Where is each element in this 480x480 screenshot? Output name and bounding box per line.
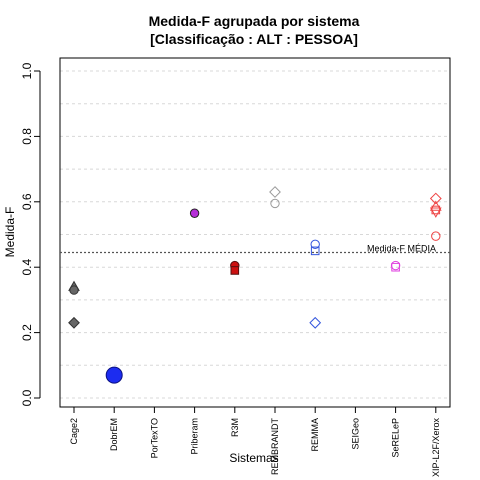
plot-frame: [59, 57, 451, 408]
data-point: [69, 285, 79, 295]
x-tick-label: SEIGeo: [350, 418, 360, 450]
data-point: [391, 262, 400, 272]
x-tick-label: XIP-L2F/Xerox: [431, 418, 441, 478]
chart-title: Medida-F agrupada por sistema: [149, 13, 360, 29]
y-tick-label: 0.2: [20, 324, 34, 341]
data-point: [309, 316, 322, 329]
x-tick-label: Cage2: [69, 418, 79, 445]
y-tick-label: 0.8: [20, 128, 34, 145]
data-point: [431, 231, 441, 241]
x-tick-label: Priberam: [190, 418, 200, 455]
data-points: [68, 186, 442, 384]
data-point: [310, 246, 320, 256]
y-tick-label: 1.0: [20, 62, 34, 79]
data-point: [269, 186, 281, 198]
x-tick-label: SeRELeP: [391, 418, 401, 458]
x-axis: Cage2 DobrEM PorTexTO Priberam R3M REMBRANDT R…: [69, 406, 441, 478]
data-point: [429, 207, 442, 218]
y-axis: 0.0 0.2 0.4 0.6 0.8 1.0: [20, 62, 41, 406]
x-tick-label: R3M: [230, 418, 240, 437]
data-point: [189, 208, 200, 218]
x-tick-label: PorTexTO: [149, 418, 159, 458]
chart-subtitle: [Classificação : ALT : PESSOA]: [150, 31, 358, 47]
data-point: [270, 198, 280, 209]
data-point: [230, 266, 240, 275]
x-tick-label: REMBRANDT: [270, 418, 280, 476]
mean-label: Medida-F MÉDIA: [367, 243, 436, 253]
y-tick-label: 0.4: [20, 259, 34, 276]
data-point: [390, 260, 401, 271]
x-axis-title: Sistemas: [229, 451, 278, 465]
x-tick-label: DobrEM: [109, 418, 119, 451]
data-point: [105, 366, 123, 384]
y-axis-title: Medida-F: [3, 207, 17, 258]
y-tick-label: 0.0: [20, 389, 34, 406]
data-point: [68, 316, 80, 329]
y-tick-label: 0.6: [20, 193, 34, 210]
data-point: [310, 239, 320, 250]
grid-lines: [60, 70, 450, 399]
data-point: [429, 192, 442, 205]
x-tick-label: REMMA: [310, 418, 320, 452]
